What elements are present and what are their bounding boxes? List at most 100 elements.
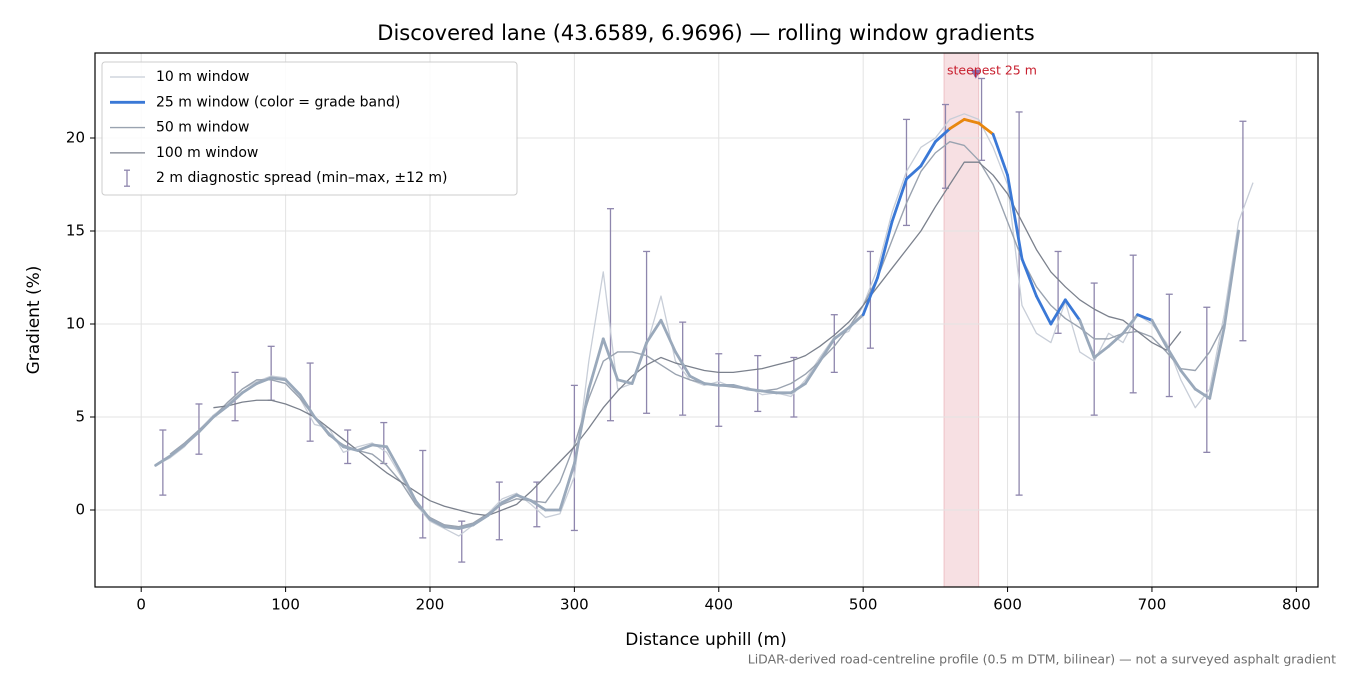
line-segment [529, 499, 547, 512]
line-segment [962, 118, 981, 125]
line-segment [702, 382, 721, 387]
x-axis-label: Distance uphill (m) [625, 630, 786, 650]
line-segment [370, 443, 389, 449]
x-tick-label: 300 [560, 596, 589, 614]
line-segment [226, 391, 244, 408]
line-segment [1049, 298, 1067, 326]
line-segment [688, 374, 706, 385]
line-segment [500, 493, 519, 504]
line-segment [1208, 326, 1226, 400]
line-segment [601, 337, 620, 382]
steepest-marker [970, 69, 981, 79]
line-segment [572, 387, 591, 465]
legend-label: 2 m diagnostic spread (min–max, ±12 m) [156, 170, 447, 186]
line-segment [515, 493, 533, 503]
y-axis-label: Gradient (%) [24, 266, 44, 375]
line-segment [746, 387, 764, 393]
line [213, 161, 1182, 517]
x-tick-label: 100 [271, 596, 300, 614]
line-segment [1107, 331, 1125, 348]
line-segment [471, 514, 490, 527]
line-segment [933, 127, 952, 144]
y-tick-label: 5 [75, 407, 85, 425]
line-segment [428, 517, 446, 529]
line-segment [385, 445, 403, 475]
line-segment [731, 383, 750, 391]
line-segment [1121, 313, 1139, 335]
line-segment [991, 132, 1009, 177]
line-segment [861, 276, 880, 317]
y-tick-label: 10 [66, 314, 85, 332]
legend-label: 50 m window [156, 120, 249, 136]
line-segment [1020, 257, 1038, 298]
line-segment [197, 415, 215, 434]
highlight-band [943, 52, 980, 588]
x-tick-label: 500 [849, 596, 878, 614]
line-segment [1179, 369, 1197, 391]
line-segment [154, 454, 172, 467]
line-segment [832, 326, 851, 341]
line-segment [847, 313, 865, 330]
line-segment [948, 118, 966, 131]
line-segment [659, 318, 677, 354]
line-segment [977, 121, 995, 136]
line-segment [616, 378, 634, 385]
line-segment [1092, 344, 1111, 359]
line-segment [1035, 294, 1053, 326]
line-segment [183, 430, 201, 447]
line-segment [284, 378, 302, 397]
x-tick-label: 200 [416, 596, 445, 614]
line-segment [804, 359, 822, 385]
legend-box [101, 61, 518, 196]
y-tick-label: 0 [75, 500, 85, 518]
line-segment [630, 341, 648, 385]
legend-label: 100 m window [156, 145, 258, 161]
annotation: steepest 25 m [947, 63, 1037, 78]
line-segment [876, 220, 894, 279]
line-segment [760, 389, 778, 395]
line-segment [327, 432, 345, 449]
line-segment [255, 376, 273, 385]
line-segment [818, 337, 836, 363]
line-segment [1222, 229, 1240, 330]
line-segment [587, 337, 605, 391]
line-segment [789, 382, 807, 395]
line-segment [457, 523, 475, 530]
line-segment [674, 350, 692, 378]
line-segment [645, 318, 663, 344]
x-tick-label: 0 [136, 596, 146, 614]
line-segment [443, 525, 461, 530]
line-segment [356, 443, 374, 452]
line-segment [313, 415, 331, 436]
x-tick-label: 400 [704, 596, 733, 614]
line-segment [1193, 387, 1212, 400]
y-tick-label: 15 [66, 222, 85, 240]
line-segment [212, 404, 230, 419]
plot-frame [94, 52, 1319, 588]
line [169, 141, 1225, 528]
x-tick-label: 700 [1138, 596, 1167, 614]
line-segment [1136, 313, 1154, 322]
line-segment [1063, 298, 1082, 322]
line-segment [1006, 173, 1024, 261]
x-tick-label: 800 [1282, 596, 1311, 614]
line-segment [298, 393, 316, 419]
legend-label: 25 m window (color = grade band) [156, 94, 400, 110]
line-segment [414, 499, 432, 521]
legend: 10 m window 25 m window (color = grade ba… [101, 61, 518, 196]
line-segment [890, 177, 908, 224]
line-segment [240, 382, 259, 395]
line-segment [1150, 318, 1168, 348]
line-segment [905, 164, 923, 181]
legend-label: 10 m window [156, 69, 249, 85]
line-segment [558, 462, 576, 512]
line-segment [486, 501, 504, 517]
line-segment [269, 376, 287, 382]
line-segment [1078, 318, 1096, 359]
line-segment [341, 445, 360, 452]
line-segment [168, 443, 186, 458]
chart-title: Discovered lane (43.6589, 6.9696) — roll… [377, 21, 1034, 45]
line-segment [1164, 344, 1183, 372]
line-segment [919, 140, 937, 168]
